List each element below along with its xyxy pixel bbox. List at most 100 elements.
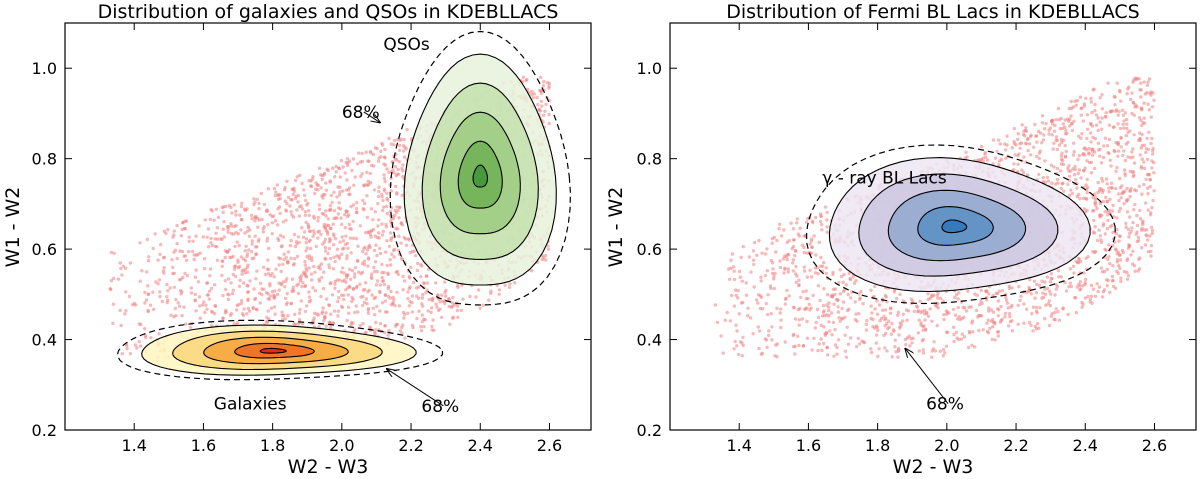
scatter-point	[421, 292, 425, 297]
scatter-point	[385, 191, 389, 196]
scatter-point	[1075, 285, 1080, 289]
scatter-point	[1101, 199, 1106, 204]
scatter-point	[338, 190, 342, 194]
scatter-point	[354, 285, 359, 290]
scatter-point	[997, 308, 1001, 312]
scatter-point	[833, 292, 837, 297]
scatter-point	[539, 99, 543, 104]
scatter-point	[245, 283, 249, 288]
scatter-point	[854, 344, 859, 349]
scatter-point	[1040, 296, 1044, 300]
scatter-point	[853, 300, 857, 304]
scatter-point	[317, 207, 322, 211]
scatter-point	[345, 254, 349, 258]
scatter-point	[1126, 155, 1130, 159]
scatter-point	[797, 318, 801, 322]
scatter-point	[273, 193, 277, 198]
scatter-point	[1149, 141, 1153, 146]
scatter-point	[406, 296, 410, 301]
scatter-point	[896, 313, 900, 317]
scatter-point	[1059, 154, 1064, 158]
scatter-point	[317, 229, 322, 233]
scatter-point	[369, 229, 374, 233]
scatter-point	[823, 205, 828, 209]
scatter-point	[1063, 132, 1068, 136]
scatter-point	[1060, 140, 1064, 145]
scatter-point	[875, 299, 879, 303]
scatter-point	[243, 271, 247, 275]
scatter-point	[537, 108, 541, 112]
scatter-point	[856, 336, 860, 341]
scatter-point	[904, 342, 908, 347]
scatter-point	[242, 307, 246, 311]
scatter-point	[810, 275, 814, 279]
scatter-point	[315, 183, 320, 187]
scatter-point	[797, 278, 801, 282]
scatter-point	[346, 163, 350, 168]
scatter-point	[143, 327, 147, 331]
scatter-point	[1081, 119, 1086, 123]
scatter-point	[805, 251, 809, 255]
scatter-point	[1125, 92, 1129, 96]
scatter-point	[334, 164, 338, 169]
scatter-point	[387, 136, 391, 141]
y-tick-label: 0.4	[637, 331, 662, 350]
scatter-point	[340, 222, 344, 227]
scatter-point	[383, 179, 387, 184]
scatter-point	[281, 235, 285, 239]
scatter-point	[962, 335, 967, 339]
scatter-point	[789, 221, 793, 225]
scatter-point	[235, 321, 240, 325]
scatter-point	[258, 301, 262, 305]
scatter-point	[336, 314, 340, 318]
scatter-point	[243, 208, 248, 213]
scatter-point	[1019, 294, 1023, 299]
scatter-point	[1106, 213, 1110, 217]
scatter-point	[237, 284, 242, 288]
scatter-point	[385, 196, 389, 201]
scatter-point	[175, 223, 179, 228]
scatter-point	[1005, 301, 1010, 305]
scatter-point	[146, 292, 150, 296]
scatter-point	[775, 306, 779, 310]
axis-ticks: 1.4 1.6 1.8 2.0 2.2 2.4 2.60.20.40.60.81.0	[637, 23, 1196, 455]
scatter-point	[246, 225, 250, 230]
scatter-point	[1043, 317, 1047, 321]
scatter-point	[365, 302, 369, 306]
scatter-point	[1124, 133, 1129, 138]
scatter-point	[1093, 249, 1098, 254]
scatter-point	[128, 352, 133, 356]
scatter-point	[888, 311, 893, 315]
scatter-point	[1066, 312, 1070, 317]
scatter-point	[802, 250, 806, 255]
scatter-point	[296, 235, 300, 239]
scatter-point	[434, 302, 438, 306]
scatter-point	[828, 329, 832, 333]
scatter-point	[855, 319, 859, 323]
scatter-point	[375, 279, 380, 283]
scatter-point	[985, 158, 990, 162]
scatter-point	[737, 352, 741, 357]
scatter-point	[1150, 166, 1154, 170]
scatter-point	[1118, 90, 1122, 94]
scatter-point	[377, 236, 381, 240]
scatter-point	[249, 213, 254, 218]
scatter-point	[321, 242, 325, 246]
scatter-point	[289, 197, 293, 202]
scatter-point	[315, 312, 319, 316]
scatter-point	[1103, 136, 1108, 140]
scatter-point	[865, 318, 869, 323]
scatter-point	[348, 267, 352, 272]
scatter-point	[830, 311, 834, 315]
scatter-point	[1083, 282, 1087, 287]
scatter-point	[952, 332, 956, 337]
scatter-point	[395, 205, 399, 209]
scatter-point	[1117, 209, 1121, 214]
scatter-point	[1013, 153, 1017, 157]
scatter-point	[756, 293, 761, 297]
scatter-point	[1085, 127, 1090, 131]
scatter-point	[1108, 158, 1112, 162]
scatter-point	[438, 307, 442, 311]
scatter-point	[797, 234, 802, 238]
